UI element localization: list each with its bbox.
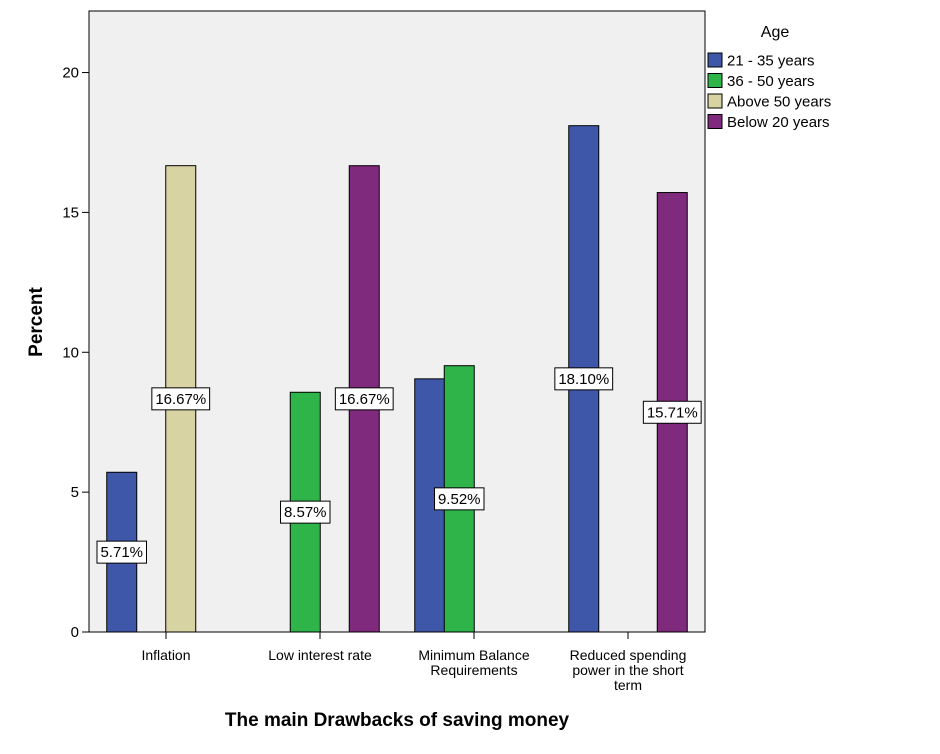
legend-swatch — [707, 114, 723, 129]
y-tick-label: 10 — [62, 344, 79, 361]
x-tick-label: Inflation — [141, 647, 190, 663]
data-label: 16.67% — [155, 391, 206, 408]
data-label: 5.71% — [100, 544, 143, 561]
x-tick-label-line: Inflation — [141, 647, 190, 663]
x-tick-label-line: term — [614, 677, 642, 693]
data-label-box — [280, 500, 331, 524]
data-label-box — [642, 400, 702, 424]
x-axis-title: The main Drawbacks of saving money — [225, 710, 570, 731]
data-label-box — [434, 487, 485, 511]
data-label-box — [96, 540, 147, 564]
data-label: 16.67% — [339, 391, 390, 408]
data-label-box — [151, 387, 211, 411]
data-label: 9.52% — [438, 491, 481, 508]
y-tick-label: 5 — [71, 484, 79, 501]
legend-entry: 21 - 35 years — [727, 53, 815, 70]
x-tick-label-line: power in the short — [572, 662, 683, 678]
x-tick-label-line: Minimum Balance — [418, 647, 529, 663]
y-axis: 0 5 10 15 20 — [62, 65, 89, 641]
x-tick-label: Reduced spending power in the short term — [570, 647, 687, 693]
data-label-box — [334, 387, 394, 411]
data-label: 18.10% — [558, 371, 609, 388]
legend-swatch — [707, 52, 723, 68]
legend-title: Age — [761, 24, 790, 41]
x-tick-label: Minimum Balance Requirements — [418, 647, 529, 678]
x-tick-label-line: Reduced spending — [570, 647, 687, 663]
y-tick-label: 20 — [62, 65, 79, 82]
y-tick-label: 0 — [71, 624, 79, 641]
x-axis: Inflation Low interest rate Minimum Balanc… — [141, 632, 686, 693]
legend-entry: Above 50 years — [727, 94, 831, 111]
legend-entry: 36 - 50 years — [727, 73, 815, 90]
legend-entry: Below 20 years — [727, 114, 830, 131]
data-label: 8.57% — [284, 504, 327, 521]
y-tick-label: 15 — [62, 204, 79, 221]
y-axis-title: Percent — [26, 286, 47, 356]
legend-swatch — [707, 93, 723, 109]
x-tick-label: Low interest rate — [268, 647, 372, 663]
legend-swatch — [707, 73, 723, 88]
data-label-box — [554, 367, 614, 391]
legend: Age 21 - 35 years 36 - 50 years Above 50 y… — [707, 24, 831, 131]
data-label: 15.71% — [647, 404, 698, 421]
x-tick-label-line: Requirements — [430, 662, 517, 678]
data-labels: 5.71% 16.67% 8.57% 16.67% 9.52% 18.10% 15.71% — [96, 367, 702, 564]
x-tick-label-line: Low interest rate — [268, 647, 372, 663]
